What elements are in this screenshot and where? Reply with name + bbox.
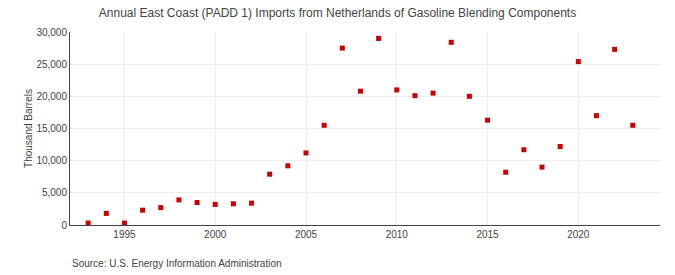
svg-text:10,000: 10,000 [36, 155, 67, 166]
svg-text:2005: 2005 [295, 229, 318, 240]
svg-text:25,000: 25,000 [36, 59, 67, 70]
svg-text:2020: 2020 [567, 229, 590, 240]
svg-text:30,000: 30,000 [36, 27, 67, 38]
svg-text:15,000: 15,000 [36, 123, 67, 134]
svg-text:5,000: 5,000 [42, 187, 67, 198]
svg-text:2015: 2015 [476, 229, 499, 240]
svg-text:Annual East Coast (PADD 1) Imp: Annual East Coast (PADD 1) Imports from … [99, 6, 576, 20]
svg-text:1995: 1995 [113, 229, 136, 240]
svg-text:2010: 2010 [386, 229, 409, 240]
svg-text:0: 0 [61, 220, 67, 231]
svg-text:Thousand Barrels: Thousand Barrels [23, 89, 34, 168]
svg-text:2000: 2000 [204, 229, 227, 240]
svg-text:20,000: 20,000 [36, 91, 67, 102]
svg-text:Source: U.S. Energy Informatio: Source: U.S. Energy Information Administ… [72, 258, 282, 269]
